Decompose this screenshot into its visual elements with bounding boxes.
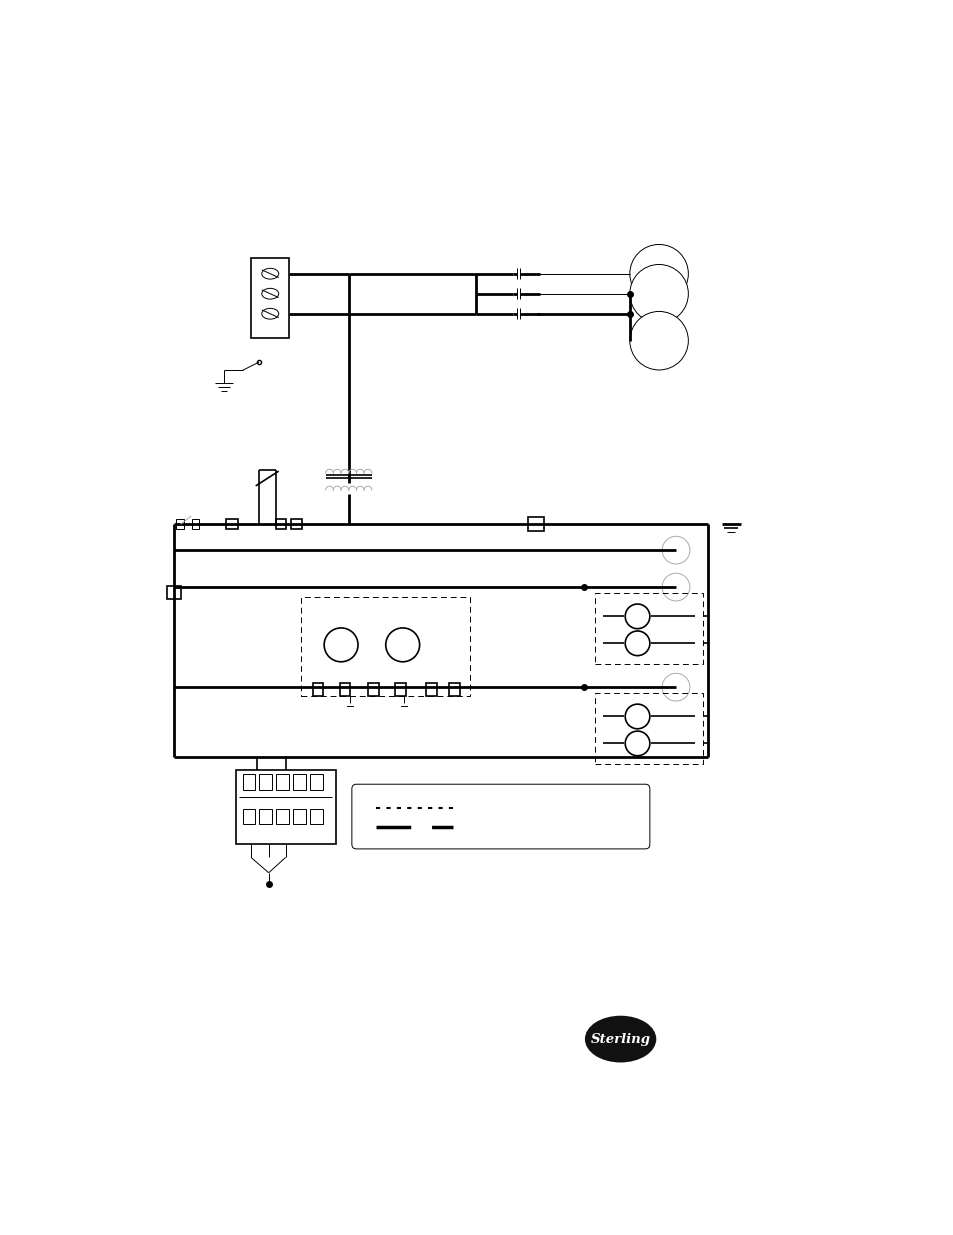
Circle shape: [661, 673, 689, 701]
Bar: [293, 809, 305, 824]
Bar: [595, 593, 702, 664]
Bar: [310, 774, 322, 789]
Circle shape: [629, 264, 688, 324]
Circle shape: [661, 573, 689, 601]
Text: Sterling: Sterling: [590, 1032, 650, 1046]
Circle shape: [624, 704, 649, 729]
Bar: [192, 520, 199, 529]
Circle shape: [624, 631, 649, 656]
Bar: [368, 683, 378, 695]
Bar: [293, 774, 305, 789]
Bar: [291, 519, 301, 530]
Ellipse shape: [585, 1016, 655, 1061]
Bar: [276, 809, 289, 824]
Bar: [235, 771, 335, 844]
Bar: [242, 809, 254, 824]
Bar: [242, 774, 254, 789]
Bar: [275, 519, 286, 530]
Bar: [225, 519, 237, 530]
Circle shape: [661, 536, 689, 564]
Bar: [310, 809, 322, 824]
Bar: [167, 585, 181, 599]
Bar: [251, 258, 289, 338]
Circle shape: [629, 311, 688, 370]
Bar: [425, 683, 436, 695]
Bar: [276, 774, 289, 789]
Ellipse shape: [261, 288, 278, 299]
Bar: [313, 683, 323, 695]
Circle shape: [624, 731, 649, 756]
Bar: [528, 517, 543, 531]
Bar: [259, 809, 272, 824]
Bar: [339, 683, 350, 695]
Bar: [259, 774, 272, 789]
Circle shape: [629, 245, 688, 303]
Bar: [395, 683, 405, 695]
Circle shape: [324, 627, 357, 662]
Circle shape: [624, 604, 649, 629]
Bar: [176, 520, 184, 529]
FancyBboxPatch shape: [352, 784, 649, 848]
Ellipse shape: [261, 268, 278, 279]
Bar: [595, 693, 702, 764]
Bar: [301, 597, 470, 695]
Bar: [449, 683, 459, 695]
Ellipse shape: [261, 309, 278, 319]
Circle shape: [385, 627, 419, 662]
